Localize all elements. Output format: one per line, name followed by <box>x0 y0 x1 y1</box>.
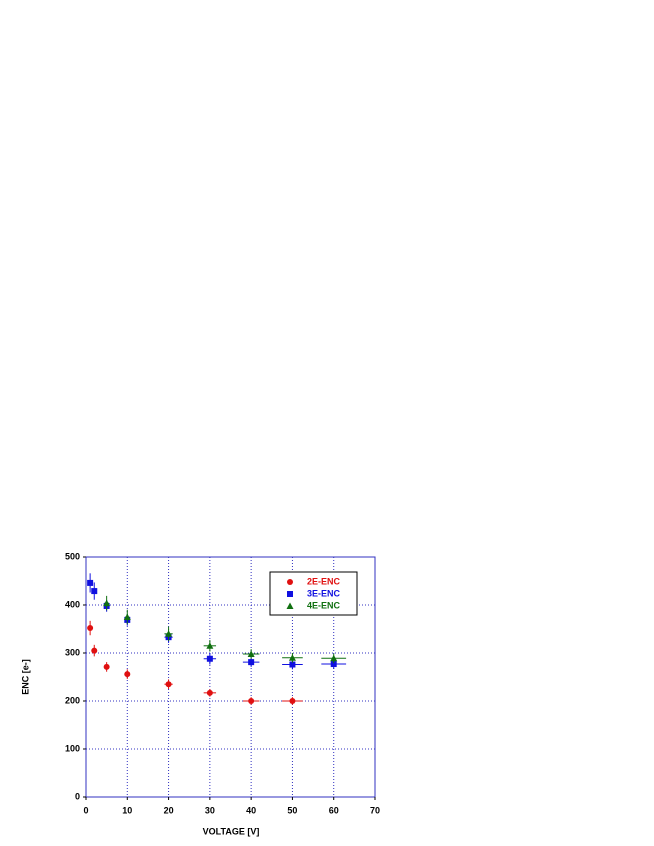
legend-marker <box>286 602 294 609</box>
x-tick-label: 20 <box>164 805 174 815</box>
point <box>123 613 131 620</box>
point <box>247 650 255 657</box>
y-tick-label: 200 <box>65 695 80 705</box>
point <box>124 671 131 678</box>
x-tick-label: 40 <box>246 805 256 815</box>
x-tick-label: 10 <box>122 805 132 815</box>
point <box>87 625 94 632</box>
y-tick-label: 100 <box>65 743 80 753</box>
point <box>330 661 337 668</box>
point <box>289 661 296 668</box>
legend-label: 3E-ENC <box>307 588 341 598</box>
legend-box <box>269 571 358 616</box>
point <box>248 698 255 704</box>
x-tick-label: 60 <box>329 805 339 815</box>
y-tick-label: 400 <box>65 599 80 609</box>
x-tick-label: 50 <box>287 805 297 815</box>
legend-label: 4E-ENC <box>307 600 341 610</box>
y-tick-label: 300 <box>65 647 80 657</box>
point <box>288 654 296 661</box>
point <box>330 654 338 662</box>
x-tick-label: 0 <box>83 805 88 815</box>
y-axis-label: ENC [e-] <box>20 659 30 695</box>
legend-marker <box>287 591 293 597</box>
point <box>248 659 255 666</box>
point <box>289 698 296 704</box>
point <box>91 647 98 654</box>
point <box>165 681 172 688</box>
x-tick-label: 70 <box>370 805 380 815</box>
point <box>165 630 173 637</box>
y-tick-label: 500 <box>65 551 80 561</box>
point <box>206 689 213 696</box>
point <box>206 642 214 649</box>
legend-label: 2E-ENC <box>307 576 341 586</box>
point <box>91 588 98 595</box>
y-tick-label: 0 <box>75 791 80 801</box>
x-tick-label: 30 <box>205 805 215 815</box>
point <box>103 663 110 670</box>
point <box>103 599 111 607</box>
legend-marker <box>287 579 293 585</box>
point <box>206 655 213 662</box>
x-axis-label: VOLTAGE [V] <box>203 826 260 836</box>
point <box>87 579 94 586</box>
